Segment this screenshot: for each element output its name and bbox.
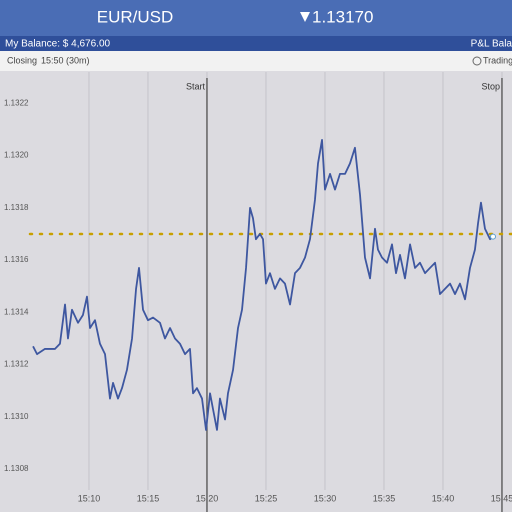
y-tick-label: 1.1320: [4, 151, 29, 160]
price-line: [32, 139, 494, 431]
last-point: [490, 233, 497, 240]
y-tick-label: 1.1312: [4, 360, 29, 369]
header-bar: [0, 0, 512, 36]
x-tick-label: 15:25: [255, 493, 278, 503]
marker-label: Start: [186, 81, 206, 91]
x-tick-label: 15:15: [137, 493, 160, 503]
x-tick-label: 15:45: [491, 493, 512, 503]
info-bar: [0, 51, 512, 71]
balance: My Balance: $ 4,676.00: [5, 39, 111, 50]
closing-label: Closing: [7, 55, 37, 65]
x-tick-label: 15:30: [314, 493, 337, 503]
down-arrow: [300, 12, 310, 22]
balance-bar: [0, 36, 512, 51]
pnl: P&L Bala: [471, 39, 512, 50]
x-tick-label: 15:10: [78, 493, 101, 503]
y-tick-label: 1.1310: [4, 412, 29, 421]
trading: Trading: [483, 55, 512, 65]
x-tick-label: 15:40: [432, 493, 455, 503]
marker-label: Stop: [481, 81, 500, 91]
y-tick-label: 1.1308: [4, 464, 29, 473]
y-tick-label: 1.1322: [4, 98, 29, 107]
price: 1.13170: [312, 7, 373, 26]
x-tick-label: 15:35: [373, 493, 396, 503]
y-tick-label: 1.1314: [4, 307, 29, 316]
pair: EUR/USD: [97, 7, 174, 26]
closing-time: 15:50 (30m): [41, 55, 90, 65]
clock-icon: [472, 56, 482, 66]
y-tick-label: 1.1318: [4, 203, 29, 212]
chart-area: [0, 71, 512, 512]
y-tick-label: 1.1316: [4, 255, 29, 264]
